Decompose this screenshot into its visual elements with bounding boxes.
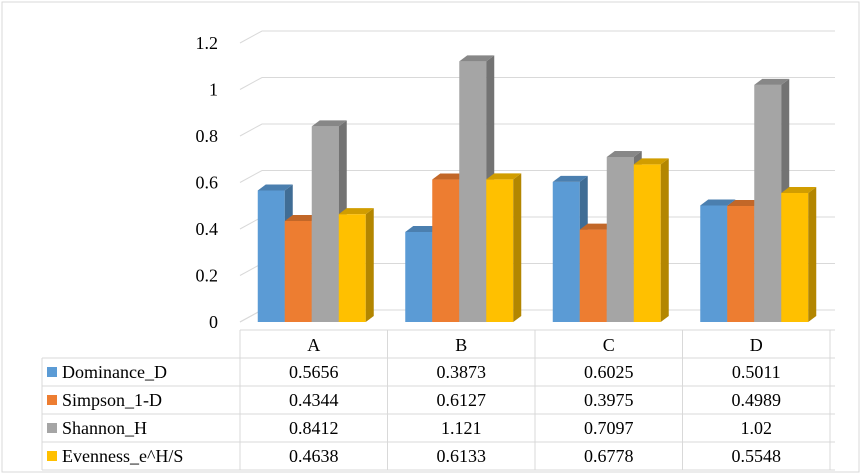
- y-tick-label: 1: [209, 80, 218, 100]
- table-cell: 0.3975: [584, 390, 634, 410]
- table-cell: 0.3873: [437, 362, 487, 382]
- y-tick-label: 1.2: [196, 33, 219, 53]
- bars: [257, 55, 817, 323]
- legend-label: Shannon_H: [62, 418, 147, 438]
- legend-label: Evenness_e^H/S: [62, 446, 183, 466]
- table-cell: 0.6127: [437, 390, 487, 410]
- y-axis-ticks: 0 0.2 0.4 0.6 0.8 1 1.2: [196, 33, 219, 332]
- data-table: A B C D Dominance_D 0.5656 0.3873 0.6025 0.5011 S…: [41, 329, 835, 471]
- table-cell: 0.8412: [289, 418, 339, 438]
- table-cell: 1.02: [741, 418, 773, 438]
- legend-swatch: [47, 451, 57, 461]
- table-cell: 0.6133: [437, 446, 487, 466]
- y-tick-label: 0.8: [196, 126, 219, 146]
- table-cell: 0.6778: [584, 446, 634, 466]
- bar-B-Evenness_e^H/S: [486, 173, 522, 322]
- y-tick-label: 0.2: [196, 266, 219, 286]
- gridline: [239, 30, 835, 44]
- table-cell: 0.4638: [289, 446, 339, 466]
- category-label: B: [455, 335, 467, 355]
- y-tick-label: 0.4: [196, 219, 219, 239]
- table-cell: 0.7097: [584, 418, 634, 438]
- gridline: [239, 123, 835, 137]
- category-label: D: [750, 335, 763, 355]
- category-label: A: [307, 335, 320, 355]
- gridline: [239, 77, 835, 90]
- bar-C-Evenness_e^H/S: [633, 158, 669, 322]
- y-tick-label: 0.6: [196, 173, 219, 193]
- legend-label: Dominance_D: [62, 362, 167, 382]
- bar-A-Evenness_e^H/S: [338, 208, 374, 322]
- table-cell: 0.5548: [732, 446, 782, 466]
- legend-label: Simpson_1-D: [62, 390, 162, 410]
- table-cell: 0.6025: [584, 362, 634, 382]
- table-cell: 0.4344: [289, 390, 339, 410]
- table-cell: 0.5011: [732, 362, 781, 382]
- legend-swatch: [47, 423, 57, 433]
- legend-swatch: [47, 395, 57, 405]
- bar-C-Shannon_H: [606, 150, 642, 322]
- category-label: C: [603, 335, 615, 355]
- table-cell: 1.121: [441, 418, 482, 438]
- bar-D-Evenness_e^H/S: [781, 187, 817, 322]
- y-tick-label: 0: [209, 312, 218, 332]
- legend-swatch: [47, 367, 57, 377]
- table-cell: 0.4989: [732, 390, 782, 410]
- table-cell: 0.5656: [289, 362, 339, 382]
